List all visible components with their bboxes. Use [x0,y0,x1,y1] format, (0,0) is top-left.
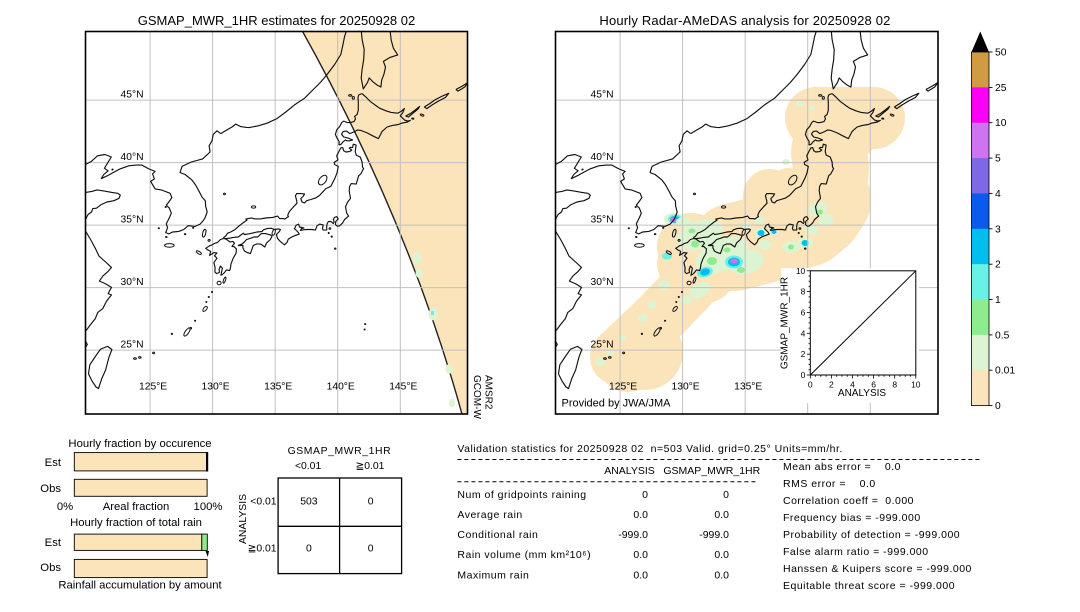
svg-text:Hourly fraction by occurence: Hourly fraction by occurence [68,438,211,450]
svg-text:0.0: 0.0 [633,509,648,521]
svg-text:3: 3 [995,224,1001,235]
svg-text:0: 0 [723,489,729,501]
svg-text:0: 0 [808,380,813,390]
svg-text:Hourly Radar-AMeDAS analysis f: Hourly Radar-AMeDAS analysis for 2025092… [599,13,890,28]
svg-text:1: 1 [995,295,1001,306]
svg-text:Areal fraction: Areal fraction [103,501,170,513]
svg-text:5: 5 [995,154,1001,165]
svg-text:6: 6 [801,308,806,318]
svg-text:0: 0 [306,544,312,555]
svg-text:130°E: 130°E [202,382,230,393]
svg-text:Provided by JWA/JMA: Provided by JWA/JMA [562,398,672,410]
svg-text:25°N: 25°N [121,340,144,351]
svg-text:10: 10 [995,118,1007,129]
svg-text:Num of gridpoints raining: Num of gridpoints raining [457,489,586,501]
svg-text:8: 8 [801,287,806,297]
svg-text:0.0: 0.0 [714,549,729,561]
svg-text:Obs: Obs [40,562,61,574]
svg-text:GSMAP_MWR_1HR: GSMAP_MWR_1HR [780,277,791,369]
svg-text:125°E: 125°E [139,382,167,393]
svg-text:<0.01: <0.01 [250,496,277,507]
svg-text:<0.01: <0.01 [295,461,322,472]
svg-text:2: 2 [829,380,834,390]
svg-text:ANALYSIS: ANALYSIS [838,388,886,399]
svg-text:-999.0: -999.0 [618,529,648,541]
svg-text:Est: Est [45,537,62,549]
svg-text:ANALYSIS: ANALYSIS [604,465,655,477]
svg-text:45°N: 45°N [121,90,144,101]
svg-text:0: 0 [801,370,806,380]
svg-text:Conditional rain: Conditional rain [457,529,538,541]
svg-text:0: 0 [642,489,648,501]
svg-text:Hourly fraction of total rain: Hourly fraction of total rain [70,517,202,529]
svg-text:Validation statistics for 2025: Validation statistics for 20250928 02 n=… [457,443,842,455]
svg-text:130°E: 130°E [672,382,700,393]
svg-text:4: 4 [995,189,1001,200]
svg-text:10: 10 [911,380,921,390]
svg-text:0: 0 [995,401,1001,412]
svg-text:40°N: 40°N [121,152,144,163]
svg-text:4: 4 [801,328,806,338]
svg-text:25: 25 [995,83,1007,94]
svg-text:RMS error = 0.0: RMS error = 0.0 [783,478,876,490]
svg-text:140°E: 140°E [327,382,355,393]
svg-text:503: 503 [300,496,318,507]
svg-text:0.0: 0.0 [633,549,648,561]
svg-text:GSMAP_MWR_1HR: GSMAP_MWR_1HR [663,465,760,477]
svg-text:Average rain: Average rain [457,509,522,521]
svg-text:35°N: 35°N [591,215,614,226]
svg-text:10: 10 [796,266,806,276]
svg-text:Probability of detection = -99: Probability of detection = -999.000 [783,529,960,541]
svg-text:45°N: 45°N [591,90,614,101]
svg-text:Hanssen & Kuipers score = -999: Hanssen & Kuipers score = -999.000 [783,563,972,575]
svg-text:135°E: 135°E [734,382,762,393]
svg-text:25°N: 25°N [591,340,614,351]
svg-text:135°E: 135°E [264,382,292,393]
svg-text:-999.0: -999.0 [699,529,729,541]
svg-text:≧0.01: ≧0.01 [248,544,277,555]
svg-text:Mean abs error = 0.0: Mean abs error = 0.0 [783,461,901,473]
svg-text:Maximum rain: Maximum rain [457,569,529,581]
svg-text:Rainfall accumulation by amoun: Rainfall accumulation by amount [58,580,222,592]
svg-text:0.0: 0.0 [714,509,729,521]
svg-text:AMSR2: AMSR2 [483,375,494,410]
svg-text:False alarm ratio = -999.000: False alarm ratio = -999.000 [783,546,929,558]
svg-text:0.5: 0.5 [995,330,1010,341]
svg-text:0.01: 0.01 [995,366,1015,377]
svg-text:Rain volume (mm km²10⁶): Rain volume (mm km²10⁶) [457,549,591,561]
svg-text:0: 0 [368,544,374,555]
svg-text:ANALYSIS: ANALYSIS [238,494,249,544]
svg-text:GSMAP_MWR_1HR: GSMAP_MWR_1HR [288,446,392,457]
svg-text:6: 6 [871,380,876,390]
svg-text:GSMAP_MWR_1HR estimates for 20: GSMAP_MWR_1HR estimates for 20250928 02 [138,13,415,28]
svg-text:0.0: 0.0 [714,569,729,581]
svg-text:2: 2 [801,349,806,359]
svg-text:Frequency bias = -999.000: Frequency bias = -999.000 [783,512,921,524]
svg-text:GCOM-W: GCOM-W [471,375,482,419]
svg-text:50: 50 [995,48,1007,59]
svg-text:0: 0 [368,496,374,507]
svg-text:Obs: Obs [40,483,61,495]
svg-text:145°E: 145°E [389,382,417,393]
svg-text:35°N: 35°N [121,215,144,226]
svg-text:40°N: 40°N [591,152,614,163]
svg-text:Equitable threat score = -999.: Equitable threat score = -999.000 [783,580,955,592]
svg-text:0%: 0% [57,501,73,513]
svg-text:8: 8 [892,380,897,390]
svg-text:0.0: 0.0 [633,569,648,581]
svg-text:Correlation coeff = 0.000: Correlation coeff = 0.000 [783,495,914,507]
svg-text:2: 2 [995,260,1001,271]
svg-text:100%: 100% [194,501,223,513]
svg-text:30°N: 30°N [121,277,144,288]
svg-text:≧0.01: ≧0.01 [356,461,385,472]
svg-text:Est: Est [45,457,62,469]
svg-text:30°N: 30°N [591,277,614,288]
svg-text:125°E: 125°E [609,382,637,393]
svg-text:4: 4 [850,380,855,390]
